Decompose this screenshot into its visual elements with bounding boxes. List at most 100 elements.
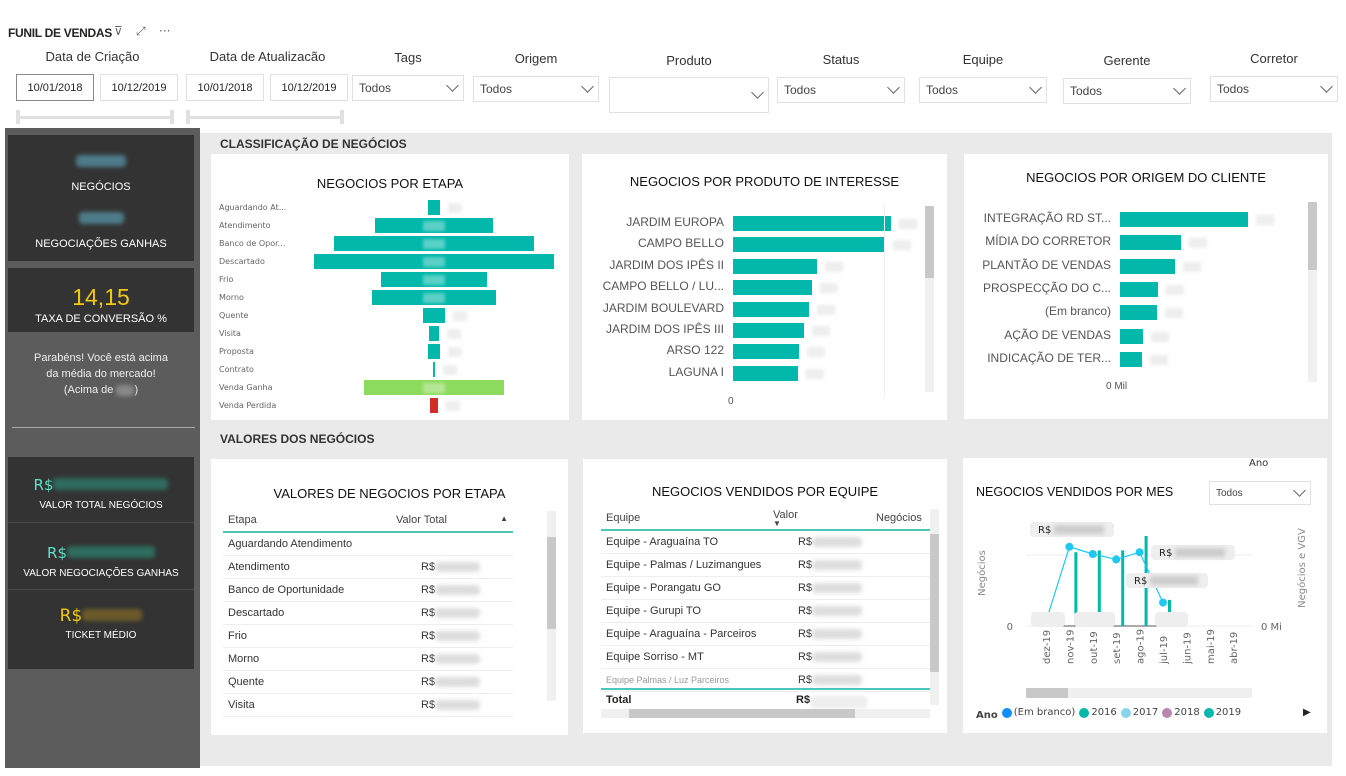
funnel-bar[interactable] bbox=[371, 290, 497, 305]
funnel-bar[interactable] bbox=[429, 326, 439, 341]
legend-next-icon[interactable]: ▶ bbox=[1303, 707, 1311, 718]
table-row[interactable]: Banco de Oportunidade R$ bbox=[223, 578, 513, 602]
funnel-bar[interactable] bbox=[334, 236, 534, 251]
table-row[interactable]: Equipe - Araguaína - Parceiros R$ bbox=[601, 622, 930, 646]
line-point[interactable] bbox=[1159, 598, 1167, 607]
bar[interactable] bbox=[1120, 212, 1248, 227]
funnel-bar[interactable] bbox=[375, 218, 493, 233]
bar[interactable] bbox=[1121, 550, 1125, 626]
ano-dropdown[interactable]: Todos bbox=[1209, 481, 1311, 505]
tags-dropdown[interactable]: Todos bbox=[352, 75, 464, 101]
table-row[interactable]: Descartado R$ bbox=[223, 601, 513, 625]
negocios-cell bbox=[871, 622, 930, 646]
x-tick-label: jul-19 bbox=[1159, 636, 1170, 665]
table-row[interactable]: Equipe Sorriso - MT R$ bbox=[601, 645, 930, 669]
col-valor[interactable]: Valor ▼ bbox=[768, 507, 871, 531]
table-row[interactable]: Atendimento R$ bbox=[223, 555, 513, 579]
col-equipe[interactable]: Equipe bbox=[601, 507, 768, 531]
col-etapa[interactable]: Etapa bbox=[223, 509, 391, 533]
filter-icon[interactable]: ⊽ bbox=[114, 24, 123, 38]
legend-item[interactable]: 2019 bbox=[1203, 707, 1241, 718]
negocios-cell bbox=[871, 645, 930, 669]
bar[interactable] bbox=[733, 344, 800, 360]
line-point[interactable] bbox=[1112, 555, 1121, 564]
data-atualizacao-start[interactable]: 10/01/2018 bbox=[186, 74, 264, 101]
bar[interactable] bbox=[733, 237, 885, 253]
more-options-icon[interactable]: ··· bbox=[159, 24, 171, 38]
bar[interactable] bbox=[733, 258, 817, 274]
bar[interactable] bbox=[733, 323, 805, 338]
funnel-bar[interactable] bbox=[432, 362, 436, 377]
funnel-bar[interactable] bbox=[428, 344, 440, 359]
legend-item[interactable]: 2016 bbox=[1079, 707, 1117, 718]
funnel-bar[interactable] bbox=[364, 380, 504, 395]
table-row[interactable]: Aguardando Atendimento bbox=[223, 532, 513, 556]
data-criacao-slider[interactable] bbox=[16, 110, 174, 124]
funnel-bar[interactable] bbox=[423, 308, 445, 323]
table-row[interactable]: Equipe Palmas / Luz Parceiros R$ bbox=[601, 668, 930, 692]
legend-dot-icon bbox=[1162, 707, 1173, 718]
funnel-bar[interactable] bbox=[381, 272, 487, 287]
table-row[interactable]: Frio R$ bbox=[223, 624, 513, 648]
negocios-cell bbox=[871, 530, 930, 554]
line-point[interactable] bbox=[1088, 550, 1097, 558]
bar-label: JARDIM DOS IPÊS II bbox=[609, 257, 724, 272]
equipe-dropdown[interactable]: Todos bbox=[919, 77, 1047, 103]
origem-dropdown[interactable]: Todos bbox=[473, 76, 599, 102]
table-row[interactable]: Equipe - Araguaína TO R$ bbox=[601, 530, 930, 554]
status-dropdown[interactable]: Todos bbox=[777, 77, 905, 103]
col-negocios[interactable]: Negócios bbox=[871, 507, 930, 531]
origem-scrollbar[interactable] bbox=[1308, 202, 1317, 382]
equipe-v-scrollbar[interactable] bbox=[930, 509, 939, 705]
line-point[interactable] bbox=[1065, 542, 1074, 551]
bar[interactable] bbox=[1120, 328, 1144, 344]
bar[interactable] bbox=[1120, 351, 1142, 367]
funnel-bar[interactable] bbox=[314, 254, 554, 269]
bar[interactable] bbox=[1074, 552, 1078, 626]
status-label: Status bbox=[822, 52, 860, 67]
mes-h-scrollbar[interactable] bbox=[1026, 688, 1252, 698]
table-row[interactable]: Equipe - Porangatu GO R$ bbox=[601, 576, 930, 600]
bar[interactable] bbox=[733, 216, 891, 231]
table-row[interactable]: Quente R$ bbox=[223, 670, 513, 694]
data-criacao-start[interactable]: 10/01/2018 bbox=[16, 74, 94, 101]
line-point[interactable] bbox=[1135, 548, 1144, 557]
chevron-down-icon bbox=[1320, 80, 1333, 93]
legend-dot-icon bbox=[1079, 707, 1090, 718]
focus-mode-icon[interactable]: ⤢ bbox=[136, 24, 146, 38]
bar[interactable] bbox=[1120, 258, 1176, 274]
data-atualizacao-end[interactable]: 10/12/2019 bbox=[270, 74, 348, 101]
bar[interactable] bbox=[1097, 550, 1101, 626]
funnel-bar[interactable] bbox=[428, 200, 440, 215]
bar[interactable] bbox=[1120, 281, 1159, 297]
valores-etapa-scrollbar[interactable] bbox=[547, 511, 556, 701]
bar[interactable] bbox=[733, 365, 798, 381]
gerente-dropdown[interactable]: Todos bbox=[1063, 78, 1191, 104]
equipe-h-scrollbar[interactable] bbox=[601, 709, 930, 718]
etapa-cell: Quente bbox=[223, 670, 391, 694]
table-row[interactable]: Morno R$ bbox=[223, 647, 513, 671]
legend-dot-icon bbox=[1120, 707, 1131, 718]
equipe-label: Equipe bbox=[962, 52, 1004, 67]
data-atualizacao-slider[interactable] bbox=[186, 110, 344, 124]
y-left-zero: 0 bbox=[1007, 622, 1013, 633]
table-row[interactable]: Equipe - Gurupi TO R$ bbox=[601, 599, 930, 623]
bar[interactable] bbox=[733, 301, 809, 317]
legend-item[interactable]: (Em branco) bbox=[1001, 707, 1075, 718]
col-valor-total[interactable]: Valor Total ▲ bbox=[391, 509, 513, 533]
table-row[interactable]: Visita R$ bbox=[223, 693, 513, 717]
produto-dropdown[interactable] bbox=[609, 77, 769, 113]
data-criacao-end[interactable]: 10/12/2019 bbox=[100, 74, 178, 101]
bar[interactable] bbox=[733, 280, 812, 296]
bar[interactable] bbox=[1120, 235, 1182, 251]
legend-item[interactable]: 2018 bbox=[1162, 707, 1200, 718]
chevron-down-icon bbox=[887, 81, 900, 94]
table-row[interactable]: Equipe - Palmas / Luzimangues R$ bbox=[601, 553, 930, 577]
bar[interactable] bbox=[1120, 305, 1158, 321]
funnel-bar[interactable] bbox=[430, 398, 438, 413]
produto-scrollbar[interactable] bbox=[925, 206, 934, 392]
equipe-cell: Equipe - Araguaína - Parceiros bbox=[601, 622, 768, 646]
legend-item[interactable]: 2017 bbox=[1120, 707, 1158, 718]
line-series bbox=[1045, 546, 1164, 622]
corretor-dropdown[interactable]: Todos bbox=[1210, 76, 1338, 102]
